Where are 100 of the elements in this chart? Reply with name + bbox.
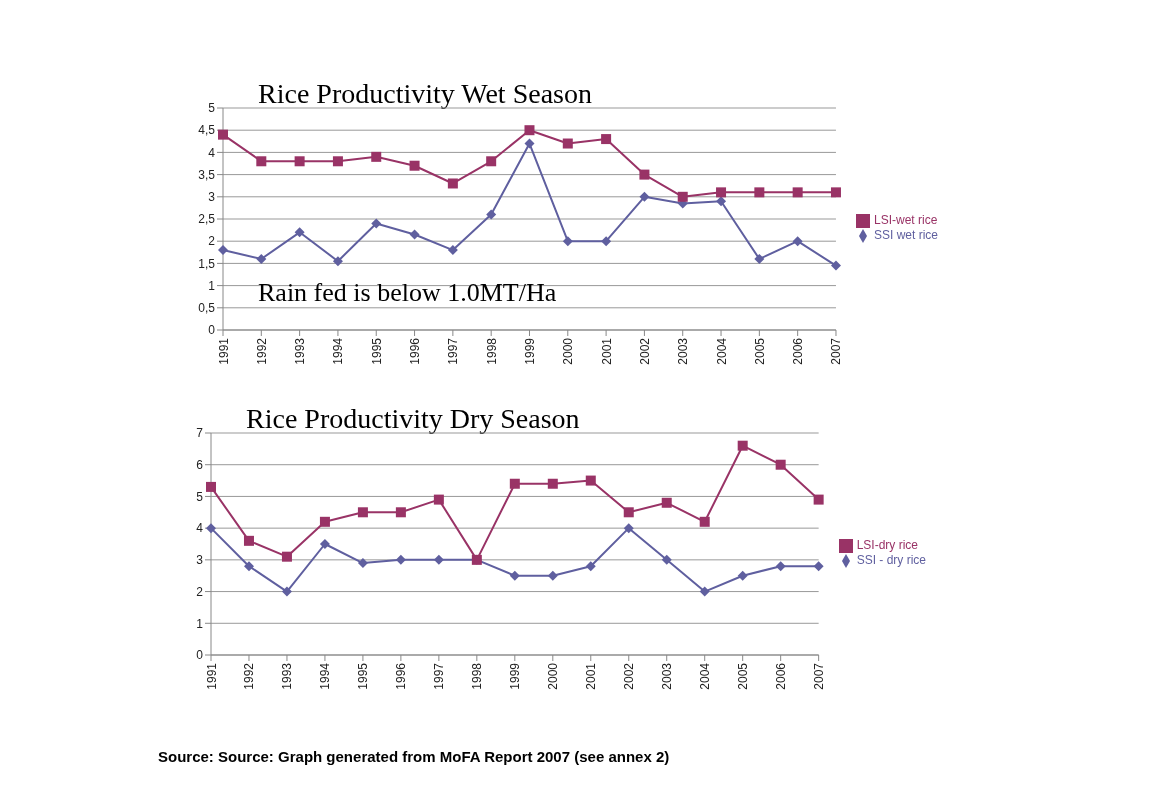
point [585, 475, 596, 486]
y-tick-label: 3,5 [198, 167, 216, 182]
point [332, 256, 343, 267]
point [677, 191, 688, 202]
y-tick-label: 5 [208, 101, 216, 116]
y-tick-label: 3 [208, 190, 216, 205]
point [319, 516, 330, 527]
point [243, 535, 254, 546]
point [281, 551, 292, 562]
point [486, 156, 497, 167]
point [509, 570, 520, 581]
point [206, 481, 216, 492]
legend-label: SSI - dry rice [856, 553, 926, 567]
y-tick-label: 4 [208, 145, 216, 160]
point [813, 494, 824, 505]
point [319, 539, 330, 549]
x-tick-label: 1991 [216, 337, 231, 365]
point [601, 236, 612, 247]
y-tick-label: 3 [196, 553, 204, 568]
point [830, 187, 841, 198]
point [433, 494, 444, 505]
point [294, 156, 305, 167]
point [699, 516, 710, 527]
x-tick-label: 1994 [318, 662, 333, 690]
x-tick-label: 1992 [254, 337, 269, 365]
x-tick-label: 2003 [660, 662, 675, 690]
y-tick-label: 0 [196, 648, 204, 663]
point [754, 253, 765, 264]
x-tick-label: 1995 [369, 337, 384, 365]
point [409, 160, 420, 171]
point [661, 497, 672, 508]
point [792, 187, 803, 198]
point [547, 570, 558, 581]
point [486, 209, 497, 220]
point [447, 245, 458, 256]
point [357, 507, 368, 518]
point [661, 554, 672, 565]
x-tick-label: 1991 [204, 662, 219, 690]
annotation: Rain fed is below 1.0MT/Ha [258, 278, 557, 308]
point [562, 236, 573, 247]
point [716, 196, 727, 207]
y-tick-label: 6 [196, 457, 204, 472]
point [509, 478, 520, 489]
point [243, 561, 254, 572]
point [371, 218, 382, 229]
x-tick-label: 1996 [408, 337, 423, 365]
point [623, 507, 634, 518]
x-tick-label: 2001 [584, 662, 599, 690]
x-tick-label: 2006 [774, 662, 789, 690]
x-tick-label: 1997 [432, 662, 447, 690]
point [813, 561, 824, 572]
x-tick-label: 1992 [242, 662, 257, 690]
x-tick-label: 1994 [331, 337, 346, 365]
point [792, 236, 803, 247]
source-note: Source: Source: Graph generated from MoFA Report 2007 (see annex 2) [158, 748, 670, 765]
legend-label: LSI-dry rice [856, 538, 918, 553]
x-tick-label: 2006 [791, 337, 806, 365]
point [256, 156, 267, 167]
point [754, 187, 765, 198]
x-tick-label: 2002 [637, 337, 652, 365]
y-tick-label: 2,5 [198, 212, 216, 227]
x-tick-label: 2005 [736, 662, 751, 690]
point [737, 440, 748, 451]
point [218, 245, 228, 256]
y-tick-label: 2 [196, 584, 204, 599]
point [433, 554, 444, 565]
point [218, 129, 228, 140]
point [447, 178, 458, 189]
x-tick-label: 2002 [622, 662, 637, 690]
y-tick-label: 0 [208, 323, 216, 338]
x-tick-label: 1993 [293, 337, 308, 365]
point [775, 459, 786, 470]
y-tick-label: 2 [208, 234, 216, 249]
x-tick-label: 2001 [599, 337, 614, 365]
legend-label: LSI-wet rice [873, 213, 938, 228]
point [585, 561, 596, 572]
chart-title: Rice Productivity Dry Season [246, 403, 580, 435]
x-tick-label: 1999 [523, 337, 537, 365]
point [371, 151, 382, 162]
x-tick-label: 1998 [470, 662, 485, 690]
x-tick-label: 2000 [546, 662, 561, 690]
point [395, 507, 406, 518]
point [281, 586, 292, 597]
y-tick-label: 4,5 [198, 123, 216, 138]
point [775, 561, 786, 572]
point [524, 138, 535, 149]
point [716, 187, 727, 198]
x-tick-label: 1998 [484, 337, 499, 365]
x-tick-label: 1996 [394, 662, 409, 690]
x-tick-label: 2000 [561, 337, 576, 365]
point [395, 554, 406, 565]
x-tick-label: 2007 [812, 662, 827, 690]
y-tick-label: 7 [196, 426, 204, 441]
point [256, 253, 267, 264]
point [547, 478, 558, 489]
point [332, 156, 343, 167]
x-tick-label: 2004 [714, 337, 729, 365]
point [830, 260, 841, 271]
point [524, 125, 535, 136]
point [357, 558, 368, 569]
